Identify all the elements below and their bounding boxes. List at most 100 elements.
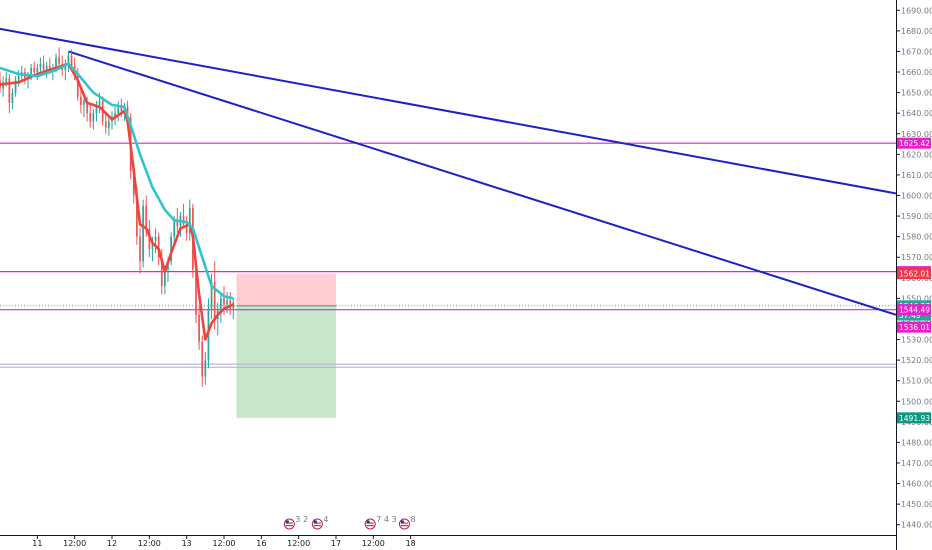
candle-body bbox=[30, 67, 32, 75]
candle bbox=[42, 55, 45, 73]
candle-body bbox=[17, 76, 20, 81]
candle-body bbox=[185, 224, 188, 233]
y-tick-label: 1570.00 bbox=[901, 253, 932, 262]
moving-averages-layer bbox=[0, 62, 234, 341]
candle-body bbox=[114, 113, 116, 118]
event-flag[interactable]: 8 bbox=[398, 515, 416, 530]
candle bbox=[67, 51, 70, 73]
event-count: 3 2 bbox=[295, 515, 308, 524]
x-tick-label: 11 bbox=[32, 539, 42, 548]
candle bbox=[17, 69, 20, 87]
price-tag: 1562.01 bbox=[897, 268, 931, 280]
target-zone-box bbox=[236, 305, 336, 418]
candle-body bbox=[8, 78, 11, 103]
candle bbox=[216, 302, 219, 336]
candle-body bbox=[76, 76, 79, 97]
price-tag-box bbox=[897, 412, 931, 424]
candle-body bbox=[142, 205, 144, 262]
event-flag[interactable]: 7 4 3 bbox=[364, 515, 397, 530]
candle-body bbox=[5, 78, 8, 83]
candle-body bbox=[42, 63, 45, 70]
candle-body bbox=[64, 63, 67, 70]
candle bbox=[142, 199, 144, 268]
flag-canton bbox=[400, 520, 404, 523]
candle-body bbox=[83, 100, 85, 105]
flag-stripe bbox=[400, 522, 408, 524]
candle-body bbox=[14, 80, 17, 93]
price-tag: 1491.93 bbox=[897, 412, 931, 424]
candle-body bbox=[173, 220, 176, 237]
trendlines-layer bbox=[0, 27, 897, 316]
price-tag-box bbox=[897, 321, 931, 333]
candle-body bbox=[136, 195, 138, 237]
candle-body bbox=[126, 107, 129, 118]
candle bbox=[64, 59, 67, 81]
candle-body bbox=[120, 104, 123, 112]
candle-body bbox=[45, 65, 48, 70]
candle bbox=[170, 232, 172, 266]
candle bbox=[92, 109, 95, 130]
y-tick-label: 1670.00 bbox=[901, 47, 932, 56]
flag-stripe bbox=[366, 522, 374, 524]
y-tick-label: 1600.00 bbox=[901, 191, 932, 200]
candle bbox=[188, 199, 191, 241]
y-tick-label: 1460.00 bbox=[901, 480, 932, 489]
y-tick-label: 1530.00 bbox=[901, 336, 932, 345]
flag-stripe bbox=[313, 525, 321, 527]
y-tick-label: 1440.00 bbox=[901, 521, 932, 530]
trendline-0 bbox=[0, 27, 897, 195]
price-tag-box bbox=[897, 268, 931, 280]
candle-body bbox=[117, 104, 120, 114]
stop-zone-box bbox=[236, 273, 336, 306]
candle bbox=[232, 298, 235, 319]
candle bbox=[201, 335, 204, 387]
price-tag: 1536.01 bbox=[897, 321, 931, 333]
y-tick-label: 1650.00 bbox=[901, 89, 932, 98]
candle-body bbox=[2, 82, 4, 89]
candles-layer bbox=[0, 47, 235, 387]
candle-body bbox=[176, 220, 179, 227]
candle bbox=[182, 203, 185, 229]
price-tags-layer: 1625.421562.991562.011546.3757:491544.49… bbox=[897, 137, 931, 424]
candle bbox=[185, 216, 188, 241]
trendline-1 bbox=[68, 50, 897, 316]
y-tick-label: 1480.00 bbox=[901, 438, 932, 447]
candle-body bbox=[11, 92, 14, 103]
candle-body bbox=[132, 170, 135, 196]
moving-average-line-1 bbox=[0, 62, 234, 300]
price-tag-label: 1544.49 bbox=[899, 306, 930, 315]
candle-body bbox=[195, 269, 197, 315]
candle bbox=[229, 292, 232, 315]
candle bbox=[117, 100, 120, 122]
candle-body bbox=[98, 100, 101, 105]
y-tick-label: 1610.00 bbox=[901, 171, 932, 180]
candle-body bbox=[36, 67, 39, 73]
price-tag-box bbox=[897, 137, 931, 149]
flag-stripe bbox=[400, 525, 408, 527]
y-tick-label: 1450.00 bbox=[901, 500, 932, 509]
candle bbox=[95, 100, 98, 122]
candle bbox=[89, 104, 92, 128]
candle bbox=[0, 72, 1, 93]
candle-body bbox=[89, 113, 92, 122]
flag-stripe bbox=[285, 525, 293, 527]
candle-body bbox=[164, 269, 166, 287]
candle bbox=[11, 88, 14, 110]
candle-body bbox=[223, 298, 225, 305]
x-tick-label: 13 bbox=[182, 539, 192, 548]
event-flag[interactable]: 3 2 bbox=[283, 515, 308, 530]
x-tick-label: 12:00 bbox=[138, 539, 161, 548]
flag-stripe bbox=[285, 522, 293, 524]
x-tick-label: 16 bbox=[256, 539, 266, 548]
candle bbox=[226, 292, 228, 313]
price-tag: 1544.49 bbox=[897, 304, 931, 316]
event-flag[interactable]: 4 bbox=[311, 515, 328, 530]
flag-stripe bbox=[313, 522, 321, 524]
y-tick-label: 1500.00 bbox=[901, 397, 932, 406]
price-tag-label: 1491.93 bbox=[899, 414, 930, 423]
candle-body bbox=[201, 341, 204, 377]
candle-body bbox=[70, 55, 73, 66]
y-tick-label: 1470.00 bbox=[901, 459, 932, 468]
y-tick-label: 1520.00 bbox=[901, 356, 932, 365]
